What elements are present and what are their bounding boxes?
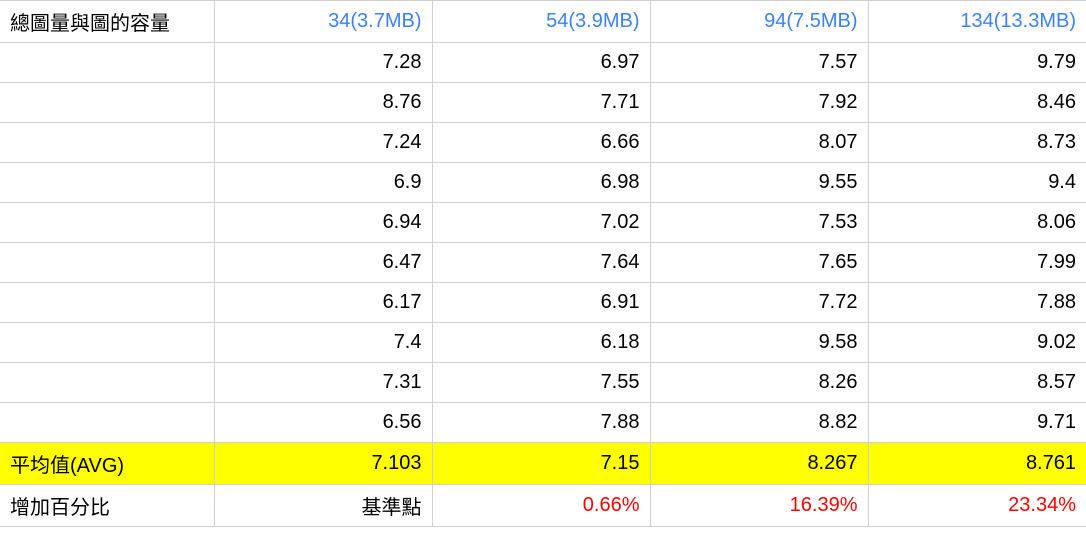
avg-val-3: 8.761 [868,443,1086,485]
pct-val-0: 0.66% [432,485,650,527]
cell: 7.92 [650,83,868,123]
cell: 6.91 [432,283,650,323]
average-row: 平均值(AVG) 7.103 7.15 8.267 8.761 [0,443,1086,485]
cell: 7.72 [650,283,868,323]
cell: 7.64 [432,243,650,283]
header-label: 總圖量與圖的容量 [0,1,214,43]
row-label [0,403,214,443]
cell: 7.24 [214,123,432,163]
table-row: 7.24 6.66 8.07 8.73 [0,123,1086,163]
cell: 6.9 [214,163,432,203]
cell: 7.88 [432,403,650,443]
cell: 7.71 [432,83,650,123]
table-row: 6.17 6.91 7.72 7.88 [0,283,1086,323]
header-val-1: 54(3.9MB) [432,1,650,43]
cell: 7.88 [868,283,1086,323]
table-row: 7.28 6.97 7.57 9.79 [0,43,1086,83]
cell: 9.4 [868,163,1086,203]
table-row: 7.31 7.55 8.26 8.57 [0,363,1086,403]
row-label [0,203,214,243]
cell: 6.47 [214,243,432,283]
cell: 6.18 [432,323,650,363]
cell: 6.56 [214,403,432,443]
cell: 9.71 [868,403,1086,443]
cell: 6.66 [432,123,650,163]
cell: 7.31 [214,363,432,403]
cell: 8.76 [214,83,432,123]
pct-val-2: 23.34% [868,485,1086,527]
cell: 8.46 [868,83,1086,123]
header-row: 總圖量與圖的容量 34(3.7MB) 54(3.9MB) 94(7.5MB) 1… [0,1,1086,43]
cell: 7.4 [214,323,432,363]
row-label [0,83,214,123]
avg-val-0: 7.103 [214,443,432,485]
header-val-3: 134(13.3MB) [868,1,1086,43]
cell: 8.57 [868,363,1086,403]
cell: 7.57 [650,43,868,83]
table-row: 6.56 7.88 8.82 9.71 [0,403,1086,443]
cell: 8.07 [650,123,868,163]
table-row: 6.47 7.64 7.65 7.99 [0,243,1086,283]
cell: 7.28 [214,43,432,83]
row-label [0,43,214,83]
cell: 9.58 [650,323,868,363]
cell: 8.73 [868,123,1086,163]
table-row: 6.9 6.98 9.55 9.4 [0,163,1086,203]
table-row: 6.94 7.02 7.53 8.06 [0,203,1086,243]
cell: 7.02 [432,203,650,243]
pct-val-1: 16.39% [650,485,868,527]
cell: 9.02 [868,323,1086,363]
avg-label: 平均值(AVG) [0,443,214,485]
cell: 7.53 [650,203,868,243]
percentage-row: 增加百分比 基準點 0.66% 16.39% 23.34% [0,485,1086,527]
cell: 6.17 [214,283,432,323]
avg-val-2: 8.267 [650,443,868,485]
row-label [0,123,214,163]
header-val-2: 94(7.5MB) [650,1,868,43]
table-row: 7.4 6.18 9.58 9.02 [0,323,1086,363]
cell: 7.55 [432,363,650,403]
cell: 6.98 [432,163,650,203]
cell: 9.79 [868,43,1086,83]
avg-val-1: 7.15 [432,443,650,485]
cell: 7.99 [868,243,1086,283]
row-label [0,363,214,403]
cell: 8.82 [650,403,868,443]
pct-label: 增加百分比 [0,485,214,527]
cell: 9.55 [650,163,868,203]
header-val-0: 34(3.7MB) [214,1,432,43]
data-table: 總圖量與圖的容量 34(3.7MB) 54(3.9MB) 94(7.5MB) 1… [0,0,1086,527]
pct-baseline: 基準點 [214,485,432,527]
cell: 6.94 [214,203,432,243]
row-label [0,163,214,203]
cell: 8.26 [650,363,868,403]
table-row: 8.76 7.71 7.92 8.46 [0,83,1086,123]
row-label [0,243,214,283]
cell: 6.97 [432,43,650,83]
row-label [0,283,214,323]
cell: 7.65 [650,243,868,283]
cell: 8.06 [868,203,1086,243]
row-label [0,323,214,363]
